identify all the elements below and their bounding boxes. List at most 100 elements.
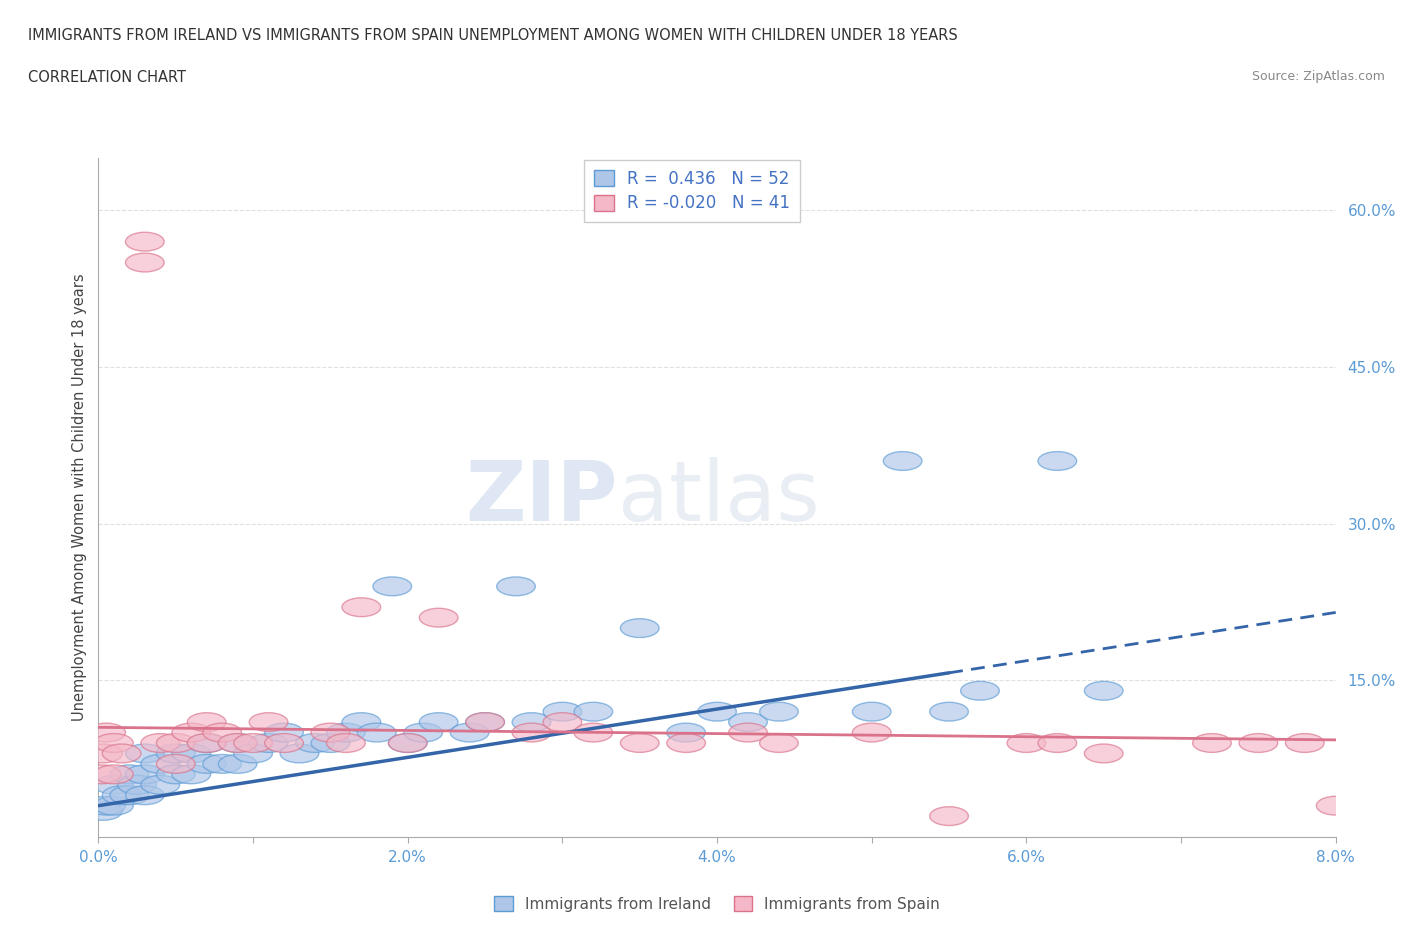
Ellipse shape bbox=[852, 724, 891, 742]
Ellipse shape bbox=[264, 734, 304, 752]
Ellipse shape bbox=[666, 734, 706, 752]
Ellipse shape bbox=[125, 765, 165, 784]
Ellipse shape bbox=[187, 734, 226, 752]
Text: ZIP: ZIP bbox=[465, 457, 619, 538]
Ellipse shape bbox=[82, 765, 121, 784]
Ellipse shape bbox=[666, 724, 706, 742]
Ellipse shape bbox=[125, 744, 165, 763]
Ellipse shape bbox=[388, 734, 427, 752]
Ellipse shape bbox=[118, 776, 156, 794]
Ellipse shape bbox=[1285, 734, 1324, 752]
Ellipse shape bbox=[94, 776, 134, 794]
Ellipse shape bbox=[125, 232, 165, 251]
Ellipse shape bbox=[94, 765, 134, 784]
Ellipse shape bbox=[759, 734, 799, 752]
Ellipse shape bbox=[496, 577, 536, 596]
Ellipse shape bbox=[156, 765, 195, 784]
Ellipse shape bbox=[512, 712, 551, 732]
Ellipse shape bbox=[326, 724, 366, 742]
Ellipse shape bbox=[202, 724, 242, 742]
Ellipse shape bbox=[388, 734, 427, 752]
Ellipse shape bbox=[574, 724, 613, 742]
Ellipse shape bbox=[295, 734, 335, 752]
Ellipse shape bbox=[342, 712, 381, 732]
Ellipse shape bbox=[141, 754, 180, 773]
Ellipse shape bbox=[929, 702, 969, 721]
Ellipse shape bbox=[110, 786, 149, 804]
Ellipse shape bbox=[465, 712, 505, 732]
Ellipse shape bbox=[373, 577, 412, 596]
Ellipse shape bbox=[110, 765, 149, 784]
Ellipse shape bbox=[728, 724, 768, 742]
Ellipse shape bbox=[264, 724, 304, 742]
Ellipse shape bbox=[620, 618, 659, 637]
Ellipse shape bbox=[280, 744, 319, 763]
Ellipse shape bbox=[450, 724, 489, 742]
Ellipse shape bbox=[141, 776, 180, 794]
Ellipse shape bbox=[1038, 452, 1077, 471]
Ellipse shape bbox=[87, 796, 125, 815]
Ellipse shape bbox=[326, 734, 366, 752]
Ellipse shape bbox=[929, 806, 969, 826]
Ellipse shape bbox=[1007, 734, 1046, 752]
Ellipse shape bbox=[1038, 734, 1077, 752]
Ellipse shape bbox=[187, 734, 226, 752]
Ellipse shape bbox=[84, 802, 122, 820]
Ellipse shape bbox=[202, 754, 242, 773]
Ellipse shape bbox=[1316, 796, 1355, 815]
Ellipse shape bbox=[1239, 734, 1278, 752]
Ellipse shape bbox=[419, 712, 458, 732]
Ellipse shape bbox=[883, 452, 922, 471]
Ellipse shape bbox=[103, 786, 141, 804]
Ellipse shape bbox=[465, 712, 505, 732]
Y-axis label: Unemployment Among Women with Children Under 18 years: Unemployment Among Women with Children U… bbox=[72, 273, 87, 722]
Text: CORRELATION CHART: CORRELATION CHART bbox=[28, 70, 186, 85]
Ellipse shape bbox=[1084, 744, 1123, 763]
Ellipse shape bbox=[233, 734, 273, 752]
Ellipse shape bbox=[852, 702, 891, 721]
Ellipse shape bbox=[87, 724, 125, 742]
Ellipse shape bbox=[728, 712, 768, 732]
Text: atlas: atlas bbox=[619, 457, 820, 538]
Ellipse shape bbox=[1192, 734, 1232, 752]
Ellipse shape bbox=[249, 712, 288, 732]
Ellipse shape bbox=[233, 744, 273, 763]
Ellipse shape bbox=[125, 253, 165, 272]
Ellipse shape bbox=[156, 754, 195, 773]
Ellipse shape bbox=[574, 702, 613, 721]
Ellipse shape bbox=[187, 712, 226, 732]
Ellipse shape bbox=[94, 796, 134, 815]
Legend: Immigrants from Ireland, Immigrants from Spain: Immigrants from Ireland, Immigrants from… bbox=[488, 890, 946, 918]
Ellipse shape bbox=[125, 786, 165, 804]
Ellipse shape bbox=[187, 754, 226, 773]
Ellipse shape bbox=[1084, 682, 1123, 700]
Ellipse shape bbox=[342, 598, 381, 617]
Ellipse shape bbox=[156, 744, 195, 763]
Ellipse shape bbox=[172, 765, 211, 784]
Ellipse shape bbox=[697, 702, 737, 721]
Ellipse shape bbox=[620, 734, 659, 752]
Ellipse shape bbox=[419, 608, 458, 627]
Ellipse shape bbox=[103, 744, 141, 763]
Text: IMMIGRANTS FROM IRELAND VS IMMIGRANTS FROM SPAIN UNEMPLOYMENT AMONG WOMEN WITH C: IMMIGRANTS FROM IRELAND VS IMMIGRANTS FR… bbox=[28, 28, 957, 43]
Ellipse shape bbox=[249, 734, 288, 752]
Ellipse shape bbox=[218, 734, 257, 752]
Ellipse shape bbox=[156, 734, 195, 752]
Ellipse shape bbox=[172, 724, 211, 742]
Ellipse shape bbox=[404, 724, 443, 742]
Ellipse shape bbox=[311, 724, 350, 742]
Ellipse shape bbox=[543, 712, 582, 732]
Ellipse shape bbox=[311, 734, 350, 752]
Ellipse shape bbox=[218, 754, 257, 773]
Ellipse shape bbox=[218, 734, 257, 752]
Ellipse shape bbox=[512, 724, 551, 742]
Ellipse shape bbox=[84, 744, 122, 763]
Ellipse shape bbox=[543, 702, 582, 721]
Ellipse shape bbox=[94, 734, 134, 752]
Ellipse shape bbox=[759, 702, 799, 721]
Ellipse shape bbox=[960, 682, 1000, 700]
Text: Source: ZipAtlas.com: Source: ZipAtlas.com bbox=[1251, 70, 1385, 83]
Ellipse shape bbox=[172, 744, 211, 763]
Ellipse shape bbox=[357, 724, 396, 742]
Ellipse shape bbox=[141, 734, 180, 752]
